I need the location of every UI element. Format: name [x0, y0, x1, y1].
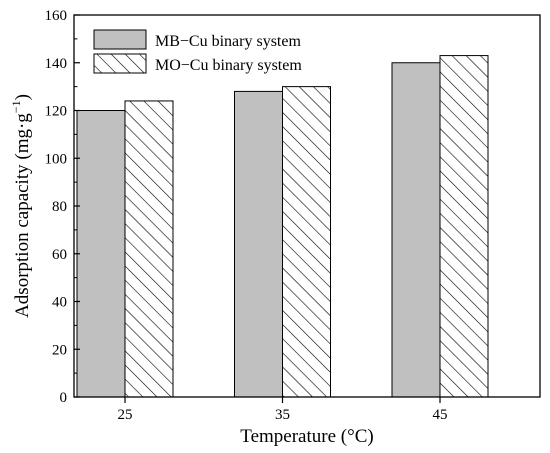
y-tick-label-120: 120	[45, 104, 68, 120]
y-tick-label-140: 140	[45, 56, 68, 72]
bar-series-1-45	[391, 62, 441, 398]
legend-swatch-series-1	[93, 29, 147, 50]
y-tick-label-0: 0	[60, 390, 68, 406]
x-tick-label-45: 45	[433, 407, 448, 423]
y-tick-label-60: 60	[52, 247, 67, 263]
y-tick-label-80: 80	[52, 199, 67, 215]
x-tick-label-25: 25	[118, 407, 133, 423]
y-tick-label-160: 160	[45, 8, 68, 24]
y-axis-title-exponent: −1	[9, 100, 23, 113]
x-ticks: 25 35 45	[118, 397, 448, 423]
legend-label-series-2: MO−Cu binary system	[155, 57, 302, 74]
bar-series-1-35	[234, 90, 283, 398]
y-axis-title-end: )	[12, 94, 33, 100]
bar-series-1-25	[76, 110, 126, 398]
x-axis-title: Temperature (°C)	[240, 426, 373, 447]
y-tick-label-20: 20	[52, 342, 67, 358]
y-axis-title-main: Adsorption capacity (mg·g	[12, 113, 33, 318]
legend: MB−Cu binary system MO−Cu binary system	[93, 29, 302, 74]
bar-series-2-35	[282, 86, 331, 398]
x-tick-label-35: 35	[275, 407, 290, 423]
y-tick-label-100: 100	[45, 151, 68, 167]
y-tick-label-40: 40	[52, 295, 67, 311]
legend-label-series-1: MB−Cu binary system	[155, 33, 301, 50]
bar-series-2-25	[124, 100, 174, 398]
bar-series-2-45	[439, 55, 489, 398]
bars-layer	[76, 55, 489, 398]
legend-swatch-series-2	[93, 53, 147, 74]
y-ticks: 0 20 40 60 80 100 120 140 160	[45, 8, 80, 406]
y-axis-title: Adsorption capacity (mg·g−1)	[9, 94, 33, 318]
